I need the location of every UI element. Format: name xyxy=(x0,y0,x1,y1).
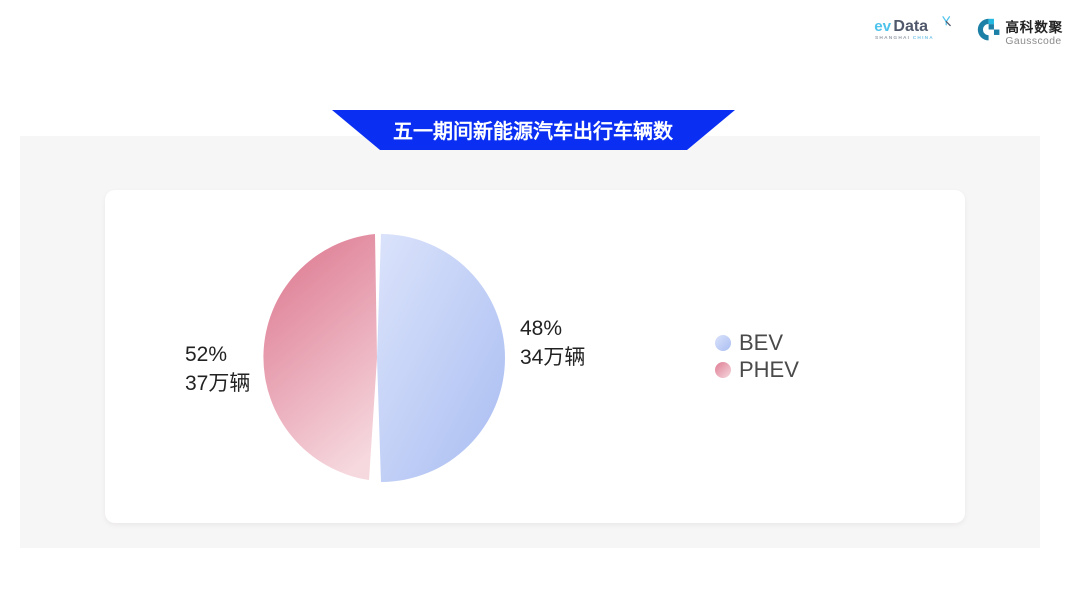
svg-text:五一期间新能源汽车出行车辆数: 五一期间新能源汽车出行车辆数 xyxy=(393,119,674,143)
svg-text:ev: ev xyxy=(874,18,891,35)
svg-text:Data: Data xyxy=(893,18,928,35)
